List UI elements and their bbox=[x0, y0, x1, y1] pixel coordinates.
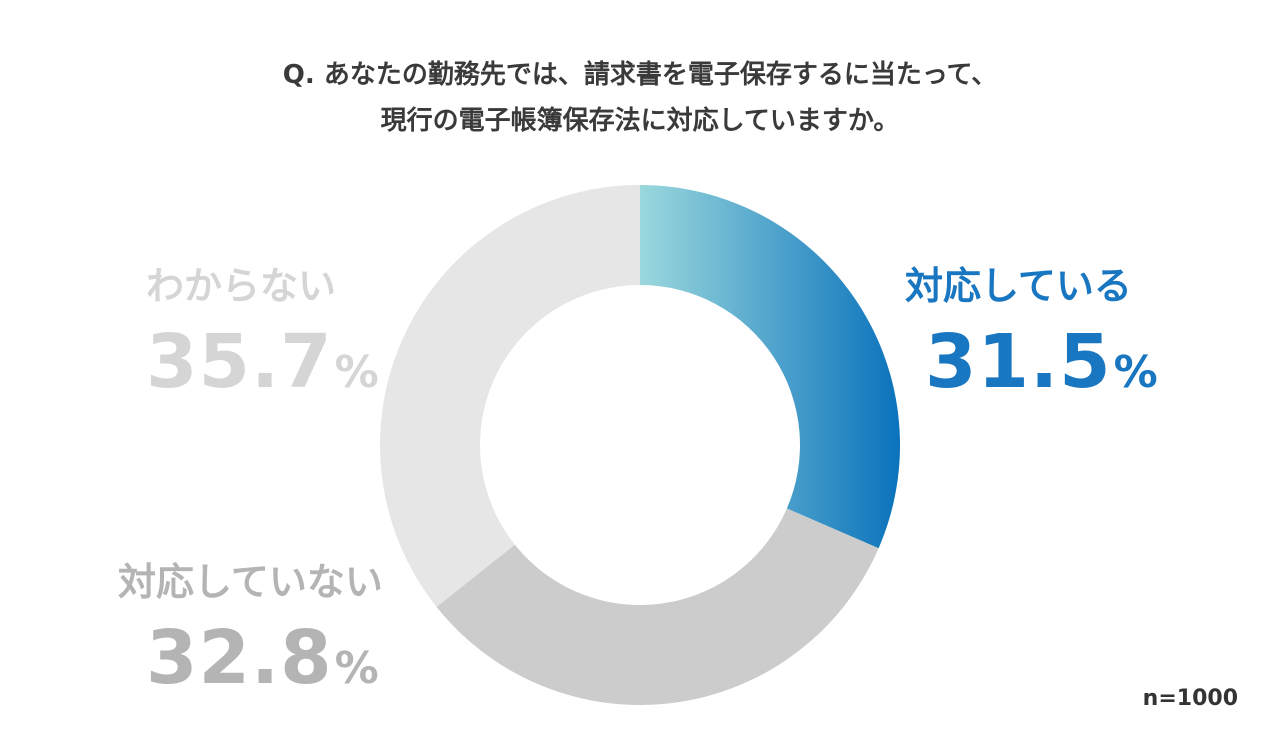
slice-name-unknown: わからない bbox=[146, 264, 337, 308]
slice-value-no: 32.8% bbox=[146, 618, 383, 718]
slice-label-no: 対応していない 32.8% bbox=[118, 558, 383, 718]
slice-value-unknown-unit: % bbox=[334, 347, 379, 398]
sample-size: n=1000 bbox=[1142, 686, 1238, 711]
slice-value-unknown-number: 35.7 bbox=[146, 319, 333, 405]
slice-yes bbox=[640, 185, 900, 549]
slice-value-yes-number: 31.5 bbox=[925, 319, 1112, 405]
slice-value-yes: 31.5% bbox=[925, 322, 1158, 422]
slice-value-no-number: 32.8 bbox=[146, 615, 333, 701]
donut-slices bbox=[379, 185, 900, 705]
slice-label-yes: 対応している 31.5% bbox=[905, 262, 1158, 422]
slice-name-no: 対応していない bbox=[118, 560, 383, 604]
chart-title: Q. あなたの勤務先では、請求書を電子保存するに当たって、 現行の電子帳簿保存法… bbox=[0, 52, 1280, 144]
chart-title-line-2: 現行の電子帳簿保存法に対応していますか。 bbox=[380, 106, 900, 136]
chart-title-line-1: Q. あなたの勤務先では、請求書を電子保存するに当たって、 bbox=[282, 60, 998, 90]
slice-value-unknown: 35.7% bbox=[146, 322, 379, 422]
slice-unknown bbox=[379, 185, 640, 607]
slice-name-yes: 対応している bbox=[905, 264, 1132, 308]
slice-value-yes-unit: % bbox=[1113, 347, 1158, 398]
slice-label-unknown: わからない 35.7% bbox=[146, 262, 379, 422]
slice-value-no-unit: % bbox=[334, 643, 379, 694]
slice-no bbox=[436, 508, 879, 705]
